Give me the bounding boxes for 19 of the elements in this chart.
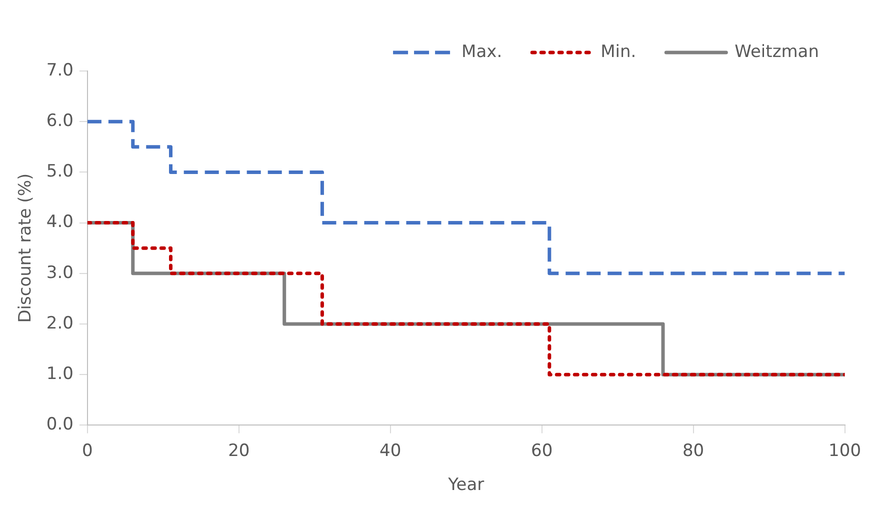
y-tick-label: 7.0 [46,60,74,80]
legend-label: Min. [600,42,636,62]
y-tick-label: 4.0 [46,212,74,232]
legend-label: Weitzman [734,42,820,62]
y-tick-label: 2.0 [46,313,74,334]
y-tick-label: 5.0 [46,162,74,182]
x-tick-label: 20 [228,440,250,461]
x-tick-label: 0 [82,440,93,461]
x-tick-label: 100 [828,440,862,461]
y-tick-label: 3.0 [46,262,74,283]
x-tick-label: 80 [682,440,704,461]
legend-label: Max. [462,42,502,62]
x-tick-label: 40 [380,440,402,461]
y-axis-title: Discount rate (%) [16,173,36,323]
y-tick-label: 6.0 [46,111,74,132]
x-tick-label: 60 [531,440,553,461]
y-tick-label: 1.0 [46,364,74,384]
y-tick-label: 0.0 [46,414,74,435]
x-axis-title: Year [447,475,484,496]
